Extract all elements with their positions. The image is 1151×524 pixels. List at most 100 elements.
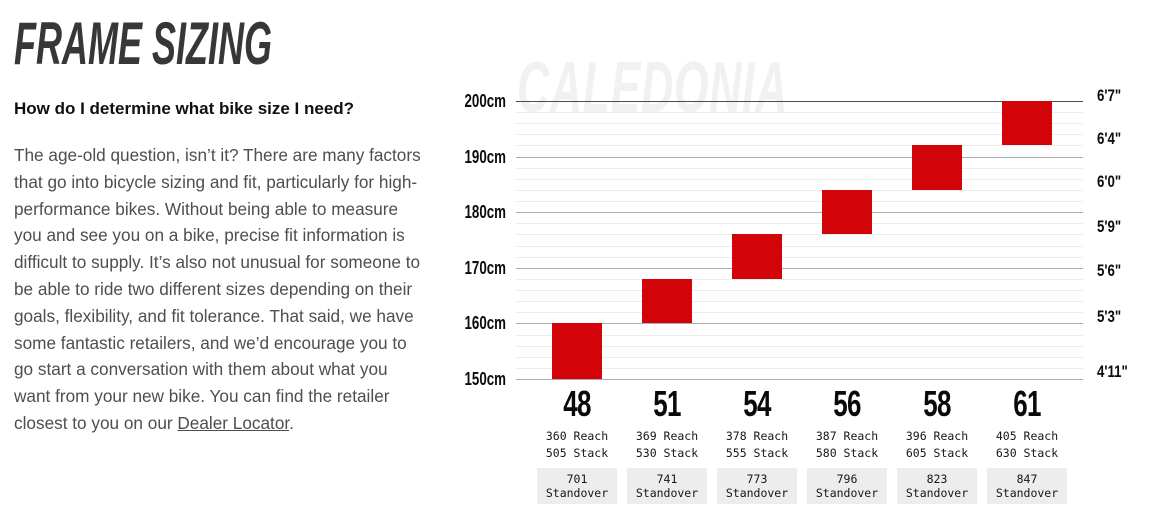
gridline-170cm (516, 267, 1083, 269)
gridline-176cm (516, 234, 1083, 236)
geometry-values-51: 369 Reach 530 Stack (622, 428, 712, 462)
body-text-before-link: The age-old question, isn’t it? There ar… (14, 145, 421, 433)
standover-value: 847 (1016, 472, 1038, 486)
right-tick-3: 6'0" (1097, 172, 1122, 191)
height-range-bar-54 (732, 234, 782, 279)
standover-value: 796 (836, 472, 858, 486)
gridline-162cm (516, 312, 1083, 314)
page-title: FRAME SIZING (14, 10, 272, 77)
gridline-196cm (516, 123, 1083, 125)
standover-caption: Standover (635, 486, 699, 500)
gridline-154cm (516, 356, 1083, 358)
gridline-186cm (516, 178, 1083, 180)
standover-caption: Standover (725, 486, 789, 500)
standover-caption: Standover (995, 486, 1059, 500)
body-text: The age-old question, isn’t it? There ar… (14, 142, 428, 437)
size-label-58: 58 (923, 383, 951, 424)
height-range-bar-61 (1002, 101, 1052, 146)
gridline-192cm (516, 145, 1083, 147)
stack-value: 530 Stack (635, 446, 699, 460)
reach-value: 378 Reach (725, 429, 789, 443)
gridline-200cm (516, 101, 1083, 102)
geometry-values-48: 360 Reach 505 Stack (532, 428, 622, 462)
gridline-152cm (516, 367, 1083, 369)
height-range-bar-51 (642, 278, 692, 324)
right-tick-4: 5'9" (1097, 217, 1122, 236)
height-range-bar-48 (552, 323, 602, 379)
geometry-values-61: 405 Reach 630 Stack (982, 428, 1072, 462)
standover-caption: Standover (905, 486, 969, 500)
left-tick-180cm: 180cm (464, 202, 506, 223)
body-text-after-link: . (289, 412, 294, 433)
left-tick-200cm: 200cm (464, 91, 506, 111)
left-tick-150cm: 150cm (464, 369, 506, 389)
gridline-188cm (516, 167, 1083, 169)
stack-value: 580 Stack (815, 446, 879, 460)
height-range-bar-58 (912, 145, 962, 190)
standover-value: 741 (656, 472, 678, 486)
intro-column: FRAME SIZING How do I determine what bik… (14, 0, 432, 437)
size-label-54: 54 (743, 383, 771, 424)
gridline-190cm (516, 156, 1083, 158)
gridline-164cm (516, 301, 1083, 303)
left-tick-170cm: 170cm (464, 257, 506, 278)
gridline-160cm (516, 323, 1083, 325)
left-tick-160cm: 160cm (464, 313, 506, 334)
dealer-locator-link[interactable]: Dealer Locator (177, 412, 290, 433)
standover-value: 701 (566, 472, 588, 486)
size-label-51: 51 (653, 383, 681, 424)
gridline-180cm (516, 212, 1083, 214)
size-column-54: 54 378 Reach 555 Stack 773 Standover (712, 383, 802, 504)
standover-caption: Standover (545, 486, 609, 500)
size-label-61: 61 (1013, 383, 1041, 424)
standover-box-61: 847 Standover (986, 468, 1068, 504)
size-column-48: 48 360 Reach 505 Stack 701 Standover (532, 386, 622, 504)
gridline-182cm (516, 201, 1083, 203)
standover-box-54: 773 Standover (716, 468, 798, 504)
right-tick-6: 5'3" (1097, 307, 1122, 326)
reach-value: 396 Reach (905, 429, 969, 443)
stack-value: 555 Stack (725, 446, 789, 460)
gridline-178cm (516, 223, 1083, 225)
standover-box-51: 741 Standover (626, 468, 708, 504)
geometry-values-58: 396 Reach 605 Stack (892, 428, 982, 462)
standover-box-58: 823 Standover (896, 468, 978, 504)
right-tick-2: 6'4" (1097, 129, 1122, 148)
standover-value: 823 (926, 472, 948, 486)
gridline-194cm (516, 134, 1083, 136)
right-tick-5: 5'6" (1097, 261, 1122, 280)
right-tick-1: 6'7" (1097, 86, 1122, 105)
gridline-166cm (516, 290, 1083, 292)
gridline-150cm (516, 379, 1083, 380)
caledonia-watermark: CALEDONIA (517, 48, 788, 128)
stack-value: 630 Stack (995, 446, 1059, 460)
standover-caption: Standover (815, 486, 879, 500)
gridline-174cm (516, 245, 1083, 247)
question-heading: How do I determine what bike size I need… (14, 99, 355, 118)
reach-value: 360 Reach (545, 429, 609, 443)
stack-value: 605 Stack (905, 446, 969, 460)
left-tick-190cm: 190cm (464, 146, 506, 167)
reach-value: 387 Reach (815, 429, 879, 443)
size-column-58: 58 396 Reach 605 Stack 823 Standover (892, 383, 982, 504)
gridline-198cm (516, 112, 1083, 114)
size-column-56: 56 387 Reach 580 Stack 796 Standover (802, 383, 892, 504)
standover-box-56: 796 Standover (806, 468, 888, 504)
standover-box-48: 701 Standover (536, 468, 618, 504)
standover-value: 773 (746, 472, 768, 486)
reach-value: 405 Reach (995, 429, 1059, 443)
height-range-bar-56 (822, 189, 872, 235)
right-tick-7: 4'11" (1097, 362, 1128, 381)
size-label-56: 56 (833, 383, 861, 424)
gridline-158cm (516, 334, 1083, 336)
gridline-184cm (516, 189, 1083, 191)
plot-area (516, 101, 1083, 380)
gridline-168cm (516, 278, 1083, 280)
gridline-172cm (516, 256, 1083, 258)
geometry-values-56: 387 Reach 580 Stack (802, 428, 892, 462)
size-column-61: 61 405 Reach 630 Stack 847 Standover (982, 383, 1072, 504)
size-column-51: 51 369 Reach 530 Stack 741 Standover (622, 383, 712, 504)
stack-value: 505 Stack (545, 446, 609, 460)
gridline-156cm (516, 345, 1083, 347)
reach-value: 369 Reach (635, 429, 699, 443)
